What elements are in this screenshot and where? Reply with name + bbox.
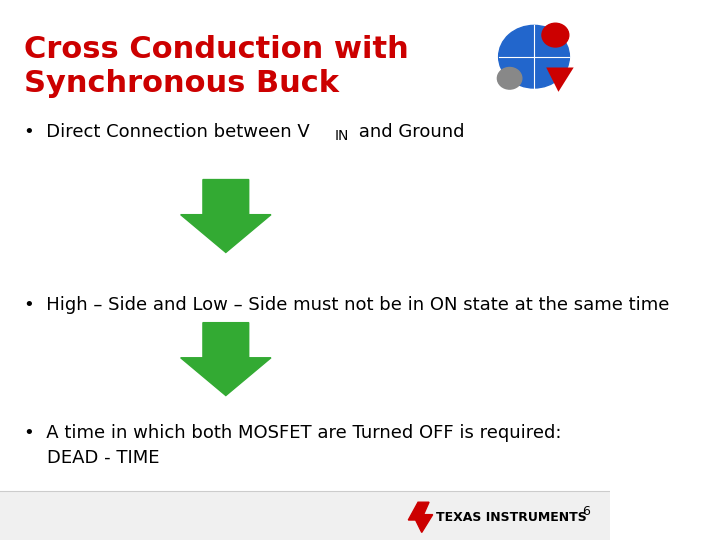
- Text: TEXAS INSTRUMENTS: TEXAS INSTRUMENTS: [436, 511, 587, 524]
- Text: and Ground: and Ground: [353, 123, 464, 141]
- Text: •  High – Side and Low – Side must not be in ON state at the same time: • High – Side and Low – Side must not be…: [24, 296, 670, 314]
- Text: •  A time in which both MOSFET are Turned OFF is required:
    DEAD - TIME: • A time in which both MOSFET are Turned…: [24, 424, 562, 467]
- Polygon shape: [181, 322, 271, 395]
- Text: 6: 6: [582, 505, 590, 518]
- Polygon shape: [546, 68, 574, 92]
- Circle shape: [542, 23, 569, 47]
- Polygon shape: [408, 502, 433, 532]
- Text: IN: IN: [335, 129, 348, 143]
- Circle shape: [498, 68, 522, 89]
- Text: •  Direct Connection between V: • Direct Connection between V: [24, 123, 310, 141]
- Circle shape: [499, 25, 570, 88]
- FancyBboxPatch shape: [0, 491, 611, 540]
- Text: Cross Conduction with
Synchronous Buck: Cross Conduction with Synchronous Buck: [24, 35, 409, 98]
- Polygon shape: [181, 179, 271, 252]
